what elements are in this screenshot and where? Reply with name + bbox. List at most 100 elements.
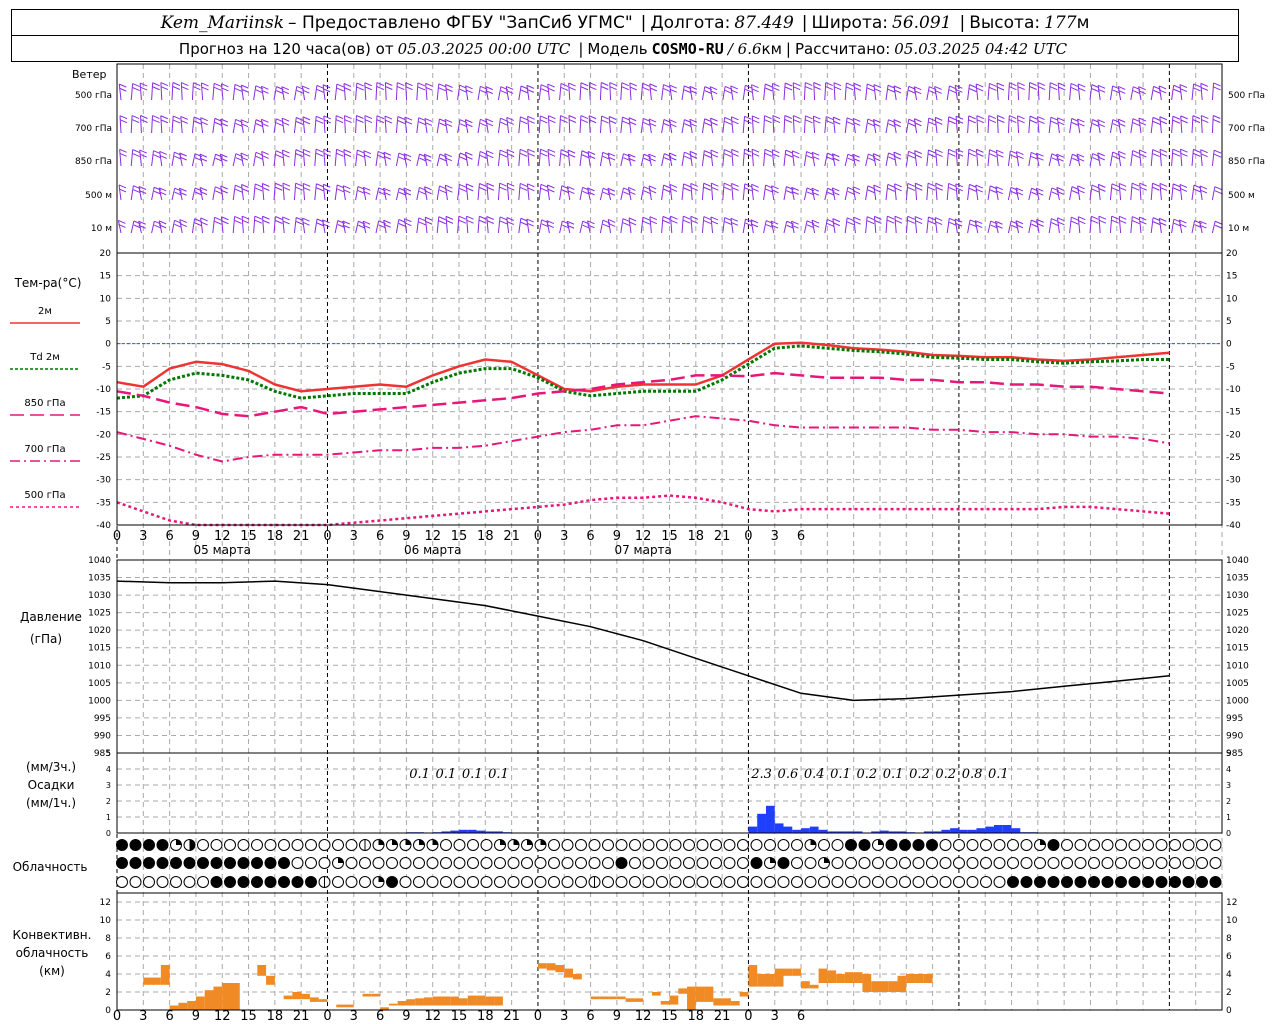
wind-barb-staff <box>477 86 481 101</box>
wind-barb <box>220 118 228 134</box>
wind-barb-staff <box>199 153 204 167</box>
conv-bar <box>599 996 609 1000</box>
wind-barb-staff <box>710 118 714 134</box>
wind-barb-staff <box>191 153 196 167</box>
wind-barb-flag <box>1179 187 1188 192</box>
cloud-symbol <box>926 857 938 869</box>
wind-barb-staff <box>395 152 400 167</box>
temp-y-tick-label: 15 <box>100 272 111 282</box>
wind-barb <box>1138 86 1146 101</box>
wind-barb <box>518 182 528 201</box>
cloud-symbol <box>629 839 641 851</box>
cloud-symbol <box>629 857 641 869</box>
wind-barb-flag <box>1138 90 1146 95</box>
conv-bar <box>494 996 503 1006</box>
wind-barb-flag <box>1056 186 1065 191</box>
wind-barb-flag <box>1118 182 1127 187</box>
wind-barb-staff <box>701 216 705 234</box>
wind-barb-flag <box>194 218 202 223</box>
wind-barb <box>568 115 577 134</box>
wind-barb <box>1199 220 1207 234</box>
wind-barb-flag <box>642 216 651 221</box>
wind-barb-flag <box>357 190 366 194</box>
wind-barb-flag <box>255 89 264 94</box>
wind-barb <box>240 119 249 134</box>
wind-barb-staff <box>803 187 808 201</box>
wind-barb-flag <box>751 88 759 93</box>
wind-barb <box>375 82 385 101</box>
cloud-quarter <box>378 839 384 845</box>
wind-barb-flag <box>602 223 611 228</box>
wind-barb-flag <box>220 118 228 123</box>
cloud-symbol <box>1047 839 1060 851</box>
cloud-symbol <box>359 857 371 869</box>
wind-barb-staff <box>811 220 816 234</box>
wind-barb-staff <box>485 150 489 167</box>
wind-barb <box>1048 82 1058 101</box>
wind-barb-staff <box>620 218 624 234</box>
cloud-circle <box>602 876 614 888</box>
wind-barb-flag <box>1172 187 1181 192</box>
wind-barb-staff <box>405 82 408 101</box>
conv-bar <box>546 963 556 971</box>
wind-barb-staff <box>362 221 367 234</box>
wind-barb-staff <box>914 183 918 201</box>
hour-tick-label: 9 <box>613 529 621 544</box>
cloud-circle <box>1209 857 1222 869</box>
wind-barb-flag <box>1077 83 1086 88</box>
precip-total-label: 0.1 <box>462 767 483 782</box>
wind-barb <box>1097 119 1105 134</box>
wind-barb-staff <box>200 82 204 101</box>
wind-barb <box>579 150 590 167</box>
hour-tick-label-bottom: 6 <box>376 1009 384 1024</box>
wind-barb-flag <box>173 115 181 120</box>
cloud-circle <box>453 857 466 869</box>
wind-barb-staff <box>742 116 746 134</box>
wind-barb-staff <box>191 116 195 134</box>
wind-barb-flag <box>1077 118 1085 123</box>
wind-barb-flag <box>519 152 528 157</box>
hour-tick-label: 21 <box>293 529 310 544</box>
wind-barb-flag <box>1097 88 1106 93</box>
wind-barb-flag <box>1173 88 1181 93</box>
wind-barb-flag <box>425 220 433 225</box>
cloud-symbol <box>899 876 911 888</box>
wind-barb <box>946 116 956 134</box>
wind-level-label: 500 гПа <box>1228 91 1265 101</box>
wind-barb <box>1015 220 1024 234</box>
cloud-symbol <box>926 876 938 888</box>
wind-barb-flag <box>1029 119 1038 124</box>
wind-barb-staff <box>905 119 910 134</box>
wind-barb-flag <box>670 219 678 224</box>
wind-barb-staff <box>253 119 257 134</box>
cloud-symbol <box>480 839 493 851</box>
wind-barb-staff <box>609 82 612 101</box>
cloud-circle <box>386 857 398 869</box>
cloud-symbol <box>386 857 398 869</box>
cloud-symbol <box>224 857 236 869</box>
press-y-tick-label: 1030 <box>1226 591 1249 601</box>
cloud-symbol <box>696 839 709 851</box>
cloud-circle <box>318 857 331 869</box>
wind-barb-flag <box>1057 217 1065 222</box>
wind-barb-staff <box>1191 115 1194 134</box>
wind-barb-flag <box>234 83 243 88</box>
cloud-symbol <box>1115 857 1127 869</box>
wind-barb-flag <box>913 86 922 91</box>
cloud-symbol <box>1169 857 1181 869</box>
wind-barb-flag <box>934 89 942 94</box>
cloud-circle <box>1115 876 1127 888</box>
cloud-circle <box>210 857 223 869</box>
wind-barb-flag <box>683 219 691 224</box>
cloud-symbol <box>1128 839 1141 851</box>
wind-barb-staff <box>384 116 387 134</box>
wind-barb <box>232 215 242 234</box>
wind-barb-flag <box>867 185 876 190</box>
wind-barb-flag <box>567 186 575 191</box>
wind-barb-staff <box>212 83 215 101</box>
wind-barb <box>894 215 903 234</box>
wind-barb-staff <box>1048 153 1053 167</box>
wind-barb-staff <box>640 154 645 167</box>
wind-barb-staff <box>403 187 408 201</box>
cloud-symbol <box>305 839 317 851</box>
